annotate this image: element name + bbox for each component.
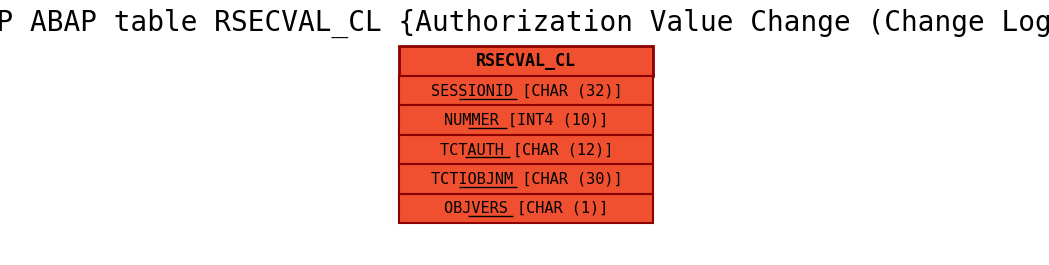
Text: OBJVERS [CHAR (1)]: OBJVERS [CHAR (1)] — [444, 201, 608, 216]
Bar — [400, 46, 654, 76]
Text: TCTIOBJNM [CHAR (30)]: TCTIOBJNM [CHAR (30)] — [430, 171, 622, 186]
Text: SESSIONID [CHAR (32)]: SESSIONID [CHAR (32)] — [430, 83, 622, 98]
Text: NUMMER [INT4 (10)]: NUMMER [INT4 (10)] — [444, 113, 608, 128]
Bar — [400, 135, 654, 164]
Text: TCTAUTH [CHAR (12)]: TCTAUTH [CHAR (12)] — [440, 142, 613, 157]
Text: RSECVAL_CL: RSECVAL_CL — [476, 52, 576, 70]
Text: SAP ABAP table RSECVAL_CL {Authorization Value Change (Change Log)}: SAP ABAP table RSECVAL_CL {Authorization… — [0, 9, 1049, 38]
Bar — [400, 164, 654, 194]
Bar — [400, 105, 654, 135]
Bar — [400, 76, 654, 105]
Bar — [400, 194, 654, 223]
